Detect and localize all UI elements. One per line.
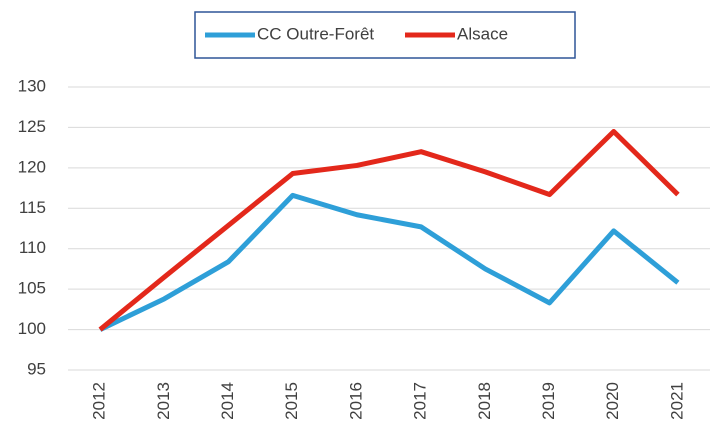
series-line [99, 192, 680, 332]
y-tick-label: 115 [19, 198, 46, 217]
y-tick-label: 100 [18, 319, 46, 338]
x-tick-label: 2012 [90, 382, 109, 420]
y-tick-label: 120 [18, 157, 46, 176]
x-tick-label: 2021 [667, 382, 686, 420]
x-tick-label: 2020 [603, 382, 622, 420]
y-tick-label: 105 [18, 279, 46, 298]
legend-label: Alsace [457, 24, 508, 43]
x-tick-label: 2019 [539, 382, 558, 420]
x-tick-label: 2014 [218, 382, 237, 420]
x-tick-label: 2018 [475, 382, 494, 420]
legend-label: CC Outre-Forêt [257, 24, 374, 43]
x-tick-label: 2017 [411, 382, 430, 420]
x-tick-label: 2015 [282, 382, 301, 420]
y-tick-label: 125 [18, 117, 46, 136]
legend-box [194, 11, 576, 59]
y-tick-label: 95 [27, 359, 46, 378]
y-tick-label: 110 [19, 238, 46, 257]
x-tick-label: 2016 [346, 382, 365, 420]
x-tick-label: 2013 [154, 382, 173, 420]
y-tick-label: 130 [18, 76, 46, 95]
series-line [98, 128, 680, 332]
